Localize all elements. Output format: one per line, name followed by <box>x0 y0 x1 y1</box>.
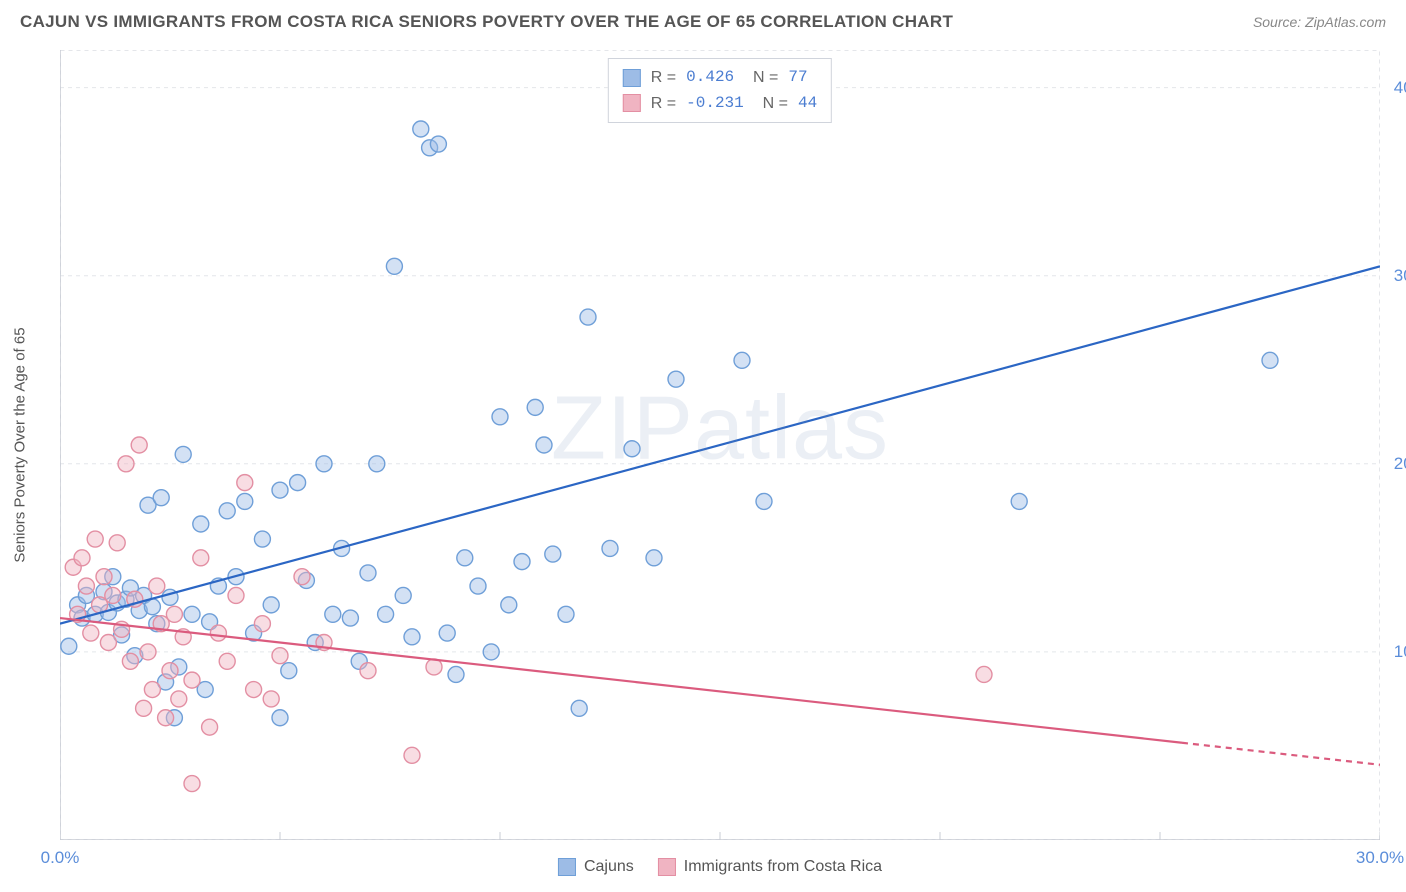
legend-item-costa-rica: Immigrants from Costa Rica <box>658 858 882 876</box>
source-prefix: Source: <box>1253 14 1305 30</box>
chart-header: CAJUN VS IMMIGRANTS FROM COSTA RICA SENI… <box>0 0 1406 40</box>
n-label: N = <box>754 91 788 117</box>
r-value-costa-rica: -0.231 <box>686 91 744 117</box>
legend-label-cajuns: Cajuns <box>584 858 634 876</box>
r-label: R = <box>651 65 676 91</box>
swatch-costa-rica <box>623 94 641 112</box>
legend-row-costa-rica: R = -0.231 N = 44 <box>623 91 817 117</box>
x-tick-label: 30.0% <box>1356 848 1404 868</box>
swatch-cajuns-icon <box>558 858 576 876</box>
n-label: N = <box>744 65 778 91</box>
n-value-costa-rica: 44 <box>798 91 817 117</box>
chart-source: Source: ZipAtlas.com <box>1253 14 1386 30</box>
y-tick-label: 40.0% <box>1394 78 1406 98</box>
legend-item-cajuns: Cajuns <box>558 858 634 876</box>
chart-title: CAJUN VS IMMIGRANTS FROM COSTA RICA SENI… <box>20 12 953 32</box>
x-tick-label: 0.0% <box>41 848 80 868</box>
chart-container: Seniors Poverty Over the Age of 65 ZIPat… <box>50 50 1390 840</box>
n-value-cajuns: 77 <box>788 65 807 91</box>
series-legend: Cajuns Immigrants from Costa Rica <box>558 858 882 876</box>
correlation-legend: R = 0.426 N = 77 R = -0.231 N = 44 <box>608 58 832 123</box>
y-tick-label: 10.0% <box>1394 642 1406 662</box>
legend-row-cajuns: R = 0.426 N = 77 <box>623 65 817 91</box>
r-label: R = <box>651 91 676 117</box>
r-value-cajuns: 0.426 <box>686 65 734 91</box>
scatter-plot-svg <box>60 50 1380 840</box>
legend-label-costa-rica: Immigrants from Costa Rica <box>684 858 882 876</box>
y-tick-label: 20.0% <box>1394 454 1406 474</box>
y-axis-label: Seniors Poverty Over the Age of 65 <box>12 327 29 562</box>
plot-area: ZIPatlas R = 0.426 N = 77 R = -0.231 N =… <box>60 50 1380 840</box>
source-name: ZipAtlas.com <box>1305 14 1386 30</box>
swatch-costa-rica-icon <box>658 858 676 876</box>
y-tick-label: 30.0% <box>1394 266 1406 286</box>
swatch-cajuns <box>623 69 641 87</box>
